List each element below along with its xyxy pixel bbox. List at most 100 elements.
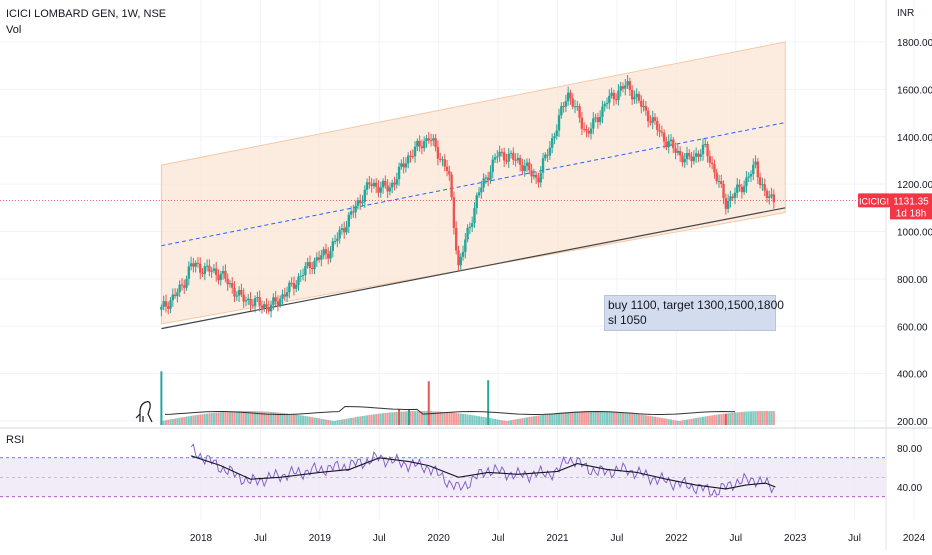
candle-body <box>747 176 750 178</box>
volume-bar <box>372 414 375 425</box>
candle-body <box>322 249 325 256</box>
candle-body <box>269 304 273 312</box>
candle-body <box>706 144 709 157</box>
volume-bar <box>384 412 387 425</box>
candle-body <box>681 155 684 163</box>
volume-bar <box>450 412 453 425</box>
candle-body <box>539 172 542 183</box>
candle-body <box>537 177 540 183</box>
volume-bar <box>491 418 494 425</box>
volume-bar <box>436 411 439 425</box>
candle-body <box>660 131 664 133</box>
candle-body <box>345 226 348 233</box>
candle-body <box>532 174 536 177</box>
candle-body <box>210 270 213 272</box>
volume-bar <box>745 411 748 425</box>
support-trendline <box>161 207 786 330</box>
volume-bar <box>656 417 659 425</box>
volume-bar <box>672 419 675 425</box>
volume-bar <box>331 420 334 425</box>
chart-symbol-title[interactable]: ICICI LOMBARD GEN, 1W, NSE <box>6 8 167 20</box>
candle-body <box>626 81 629 86</box>
candle-body <box>258 297 261 306</box>
volume-bar <box>756 411 759 425</box>
volume-bar <box>484 417 487 425</box>
volume-bar <box>379 413 382 425</box>
candle-body <box>386 185 389 192</box>
volume-bar <box>352 417 355 425</box>
candle-body <box>601 106 604 117</box>
volume-bar <box>368 415 371 425</box>
volume-bar <box>391 412 394 425</box>
candle-body <box>436 147 440 159</box>
volume-bar <box>676 420 679 425</box>
candle-body <box>260 305 264 308</box>
candle-body <box>187 266 191 279</box>
volume-bar <box>523 417 526 425</box>
candle-body <box>530 170 533 177</box>
volume-bar <box>169 419 172 425</box>
volume-ma-line <box>164 405 736 415</box>
candle-body <box>388 187 392 192</box>
candle-body <box>308 262 312 268</box>
candle-body <box>215 268 218 276</box>
volume-bar <box>281 412 284 425</box>
volume-bar <box>704 416 707 425</box>
candle-body <box>208 265 211 272</box>
volume-bar <box>736 412 739 425</box>
volume-bar <box>551 413 554 425</box>
volume-bar <box>688 419 691 425</box>
volume-bar <box>212 412 215 425</box>
candle-body <box>201 272 204 274</box>
volume-bar <box>192 415 195 425</box>
volume-bar <box>238 411 241 425</box>
trade-note-line2: sl 1050 <box>608 313 647 327</box>
volume-bar <box>228 411 231 425</box>
trade-note-line1: buy 1100, target 1300,1500,1800 <box>608 298 784 312</box>
volume-bar <box>457 413 460 425</box>
candle-body <box>235 295 239 297</box>
candle-body <box>194 262 197 267</box>
candle-body <box>331 241 334 251</box>
candle-body <box>301 274 305 276</box>
candle-body <box>665 141 668 148</box>
trade-note[interactable]: buy 1100, target 1300,1500,1800 sl 1050 <box>604 295 784 331</box>
volume-bar <box>174 418 177 425</box>
volume-bar <box>567 411 570 425</box>
candle-body <box>279 298 282 306</box>
volume-bar <box>585 411 588 425</box>
volume-bar <box>482 416 485 425</box>
candle-body <box>534 174 538 178</box>
candle-body <box>724 198 728 209</box>
price-axis-tick: 1200.00 <box>897 180 932 191</box>
candle-body <box>445 166 449 172</box>
volume-bar <box>260 411 263 425</box>
candle-body <box>400 163 403 167</box>
volume-bar <box>729 412 732 425</box>
volume-bar <box>283 413 286 425</box>
volume-bar <box>345 418 348 425</box>
candle-body <box>667 141 670 148</box>
volume-bar <box>244 411 247 425</box>
volume-bar <box>571 411 574 425</box>
candle-body <box>192 263 195 267</box>
volume-bar <box>304 416 307 425</box>
volume-bar <box>505 420 508 425</box>
channel-fill <box>160 41 786 325</box>
volume-bar <box>334 420 337 425</box>
volume-bar <box>354 417 357 425</box>
volume-bar <box>592 411 595 425</box>
volume-bar <box>382 413 385 425</box>
volume-bar <box>219 412 222 425</box>
volume-bar <box>752 411 755 425</box>
candle-body <box>772 194 776 203</box>
volume-bar <box>683 420 686 425</box>
volume-bar <box>254 411 257 425</box>
candle-body <box>217 275 220 281</box>
volume-bar <box>660 417 663 425</box>
volume-bar <box>359 416 362 425</box>
candle-body <box>228 283 232 285</box>
volume-bar <box>183 416 186 425</box>
